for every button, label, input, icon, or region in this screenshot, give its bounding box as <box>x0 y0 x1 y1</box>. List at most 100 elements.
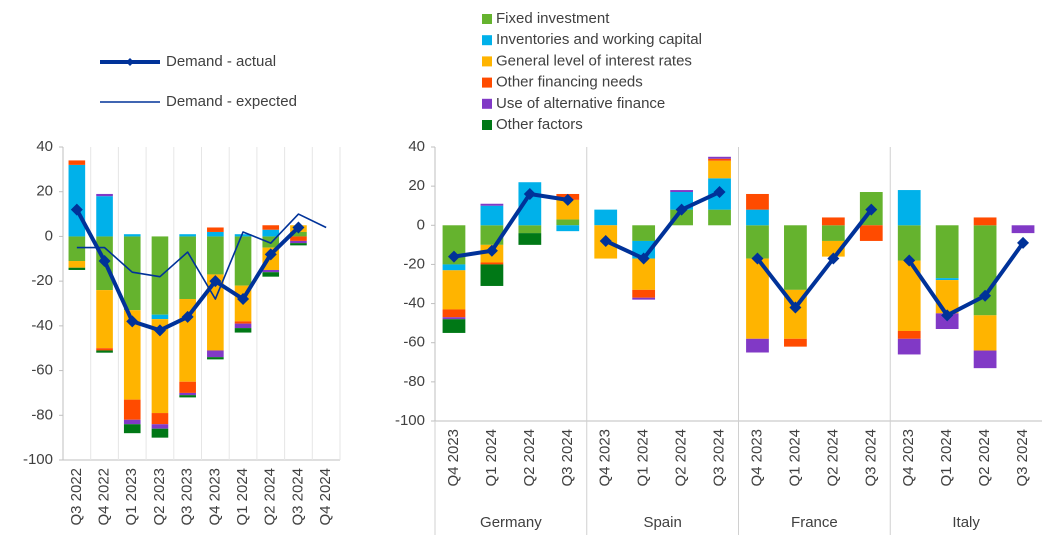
bar-segment <box>123 234 141 237</box>
bar-segment <box>442 270 466 310</box>
x-tick-label: Q2 2024 <box>976 429 993 487</box>
bar-segment <box>973 217 997 226</box>
marker <box>561 193 574 206</box>
bar-segment <box>973 315 997 351</box>
x-tick-label: Q1 2024 <box>786 429 803 487</box>
y-tick-label: -60 <box>403 334 425 351</box>
marker <box>523 187 536 200</box>
bar-segment <box>632 297 656 300</box>
bar-segment <box>151 319 169 414</box>
bar-segment <box>96 193 113 197</box>
bar-segment <box>262 229 280 237</box>
bar-segment <box>670 209 693 226</box>
x-tick-label: Q1 2023 <box>123 468 140 526</box>
legend-label: General level of interest rates <box>496 52 692 69</box>
bar-segment <box>234 234 252 237</box>
group-label: Germany <box>480 514 542 531</box>
bar-segment <box>179 392 196 396</box>
bar-segment <box>123 399 141 420</box>
marker <box>599 234 612 247</box>
y-tick-label: -60 <box>31 362 53 379</box>
x-tick-label: Q1 2024 <box>483 429 500 487</box>
y-tick-label: -40 <box>31 317 53 334</box>
x-tick-label: Q4 2023 <box>748 429 765 487</box>
y-tick-label: -100 <box>23 451 53 468</box>
bar-segment <box>207 236 224 275</box>
bar-segment <box>821 217 845 226</box>
line <box>453 191 569 259</box>
marker <box>1017 236 1030 249</box>
bar-segment <box>207 231 224 237</box>
y-tick-label: -20 <box>403 255 425 272</box>
bar-segment <box>746 209 769 226</box>
y-tick-label: -40 <box>403 295 425 312</box>
x-tick-label: Q4 2023 <box>445 429 462 487</box>
bar-segment <box>746 338 769 353</box>
bar-segment <box>123 310 141 400</box>
marker <box>675 203 688 216</box>
bar-segment <box>290 243 307 246</box>
bar-segment <box>480 264 504 286</box>
bar-segment <box>96 348 113 351</box>
line <box>604 190 721 261</box>
marker <box>751 252 764 265</box>
legend-swatch <box>482 77 492 88</box>
line <box>907 241 1025 318</box>
marker <box>292 221 305 234</box>
bar-segment <box>670 190 693 193</box>
legend-label: Demand - expected <box>166 93 297 110</box>
x-tick-label: Q2 2024 <box>521 429 538 487</box>
x-tick-label: Q4 2023 <box>206 468 223 526</box>
x-tick-label: Q2 2024 <box>262 468 279 526</box>
marker <box>637 252 650 265</box>
bar-segment <box>973 350 997 369</box>
x-tick-label: Q3 2024 <box>559 429 576 487</box>
marker <box>237 293 250 306</box>
bar-segment <box>96 290 113 349</box>
line <box>76 213 327 300</box>
marker <box>979 289 992 302</box>
bar-segment <box>123 236 141 311</box>
bar-segment <box>179 234 196 237</box>
bar-segment <box>123 419 141 425</box>
marker <box>447 250 460 263</box>
marker <box>941 309 954 322</box>
bar-segment <box>442 264 466 271</box>
bar-segment <box>632 258 656 290</box>
marker <box>903 254 916 267</box>
x-tick-label: Q1 2024 <box>234 468 251 526</box>
legend-label: Demand - actual <box>166 53 276 70</box>
marker <box>209 275 222 288</box>
y-tick-label: -100 <box>395 412 425 429</box>
bar-segment <box>290 231 307 237</box>
bar-segment <box>207 227 224 232</box>
bar-segment <box>632 225 656 241</box>
bar-segment <box>859 225 883 241</box>
x-tick-label: Q4 2024 <box>317 468 334 526</box>
bar-segment <box>290 240 307 244</box>
marker <box>98 255 111 268</box>
bar-segment <box>442 317 466 320</box>
bar-segment <box>151 314 169 320</box>
y-tick-label: 20 <box>408 177 425 194</box>
x-tick-label: Q3 2024 <box>289 468 306 526</box>
x-tick-label: Q3 2022 <box>68 468 85 526</box>
bar-segment <box>897 225 921 261</box>
marker <box>485 244 498 257</box>
bar-segment <box>179 395 196 398</box>
marker <box>181 310 194 323</box>
group-label: France <box>791 514 838 531</box>
x-tick-label: Q4 2022 <box>96 468 113 526</box>
bar-segment <box>897 260 921 331</box>
bar-segment <box>897 330 921 339</box>
bar-segment <box>518 225 542 234</box>
line <box>755 208 873 310</box>
legend-label: Fixed investment <box>496 10 610 27</box>
bar-segment <box>746 193 769 210</box>
marker <box>153 324 166 337</box>
bar-segment <box>68 164 86 237</box>
x-tick-label: Q4 2023 <box>900 429 917 487</box>
bar-segment <box>123 424 141 434</box>
legend-label: Use of alternative finance <box>496 95 665 112</box>
bar-segment <box>1011 225 1035 234</box>
